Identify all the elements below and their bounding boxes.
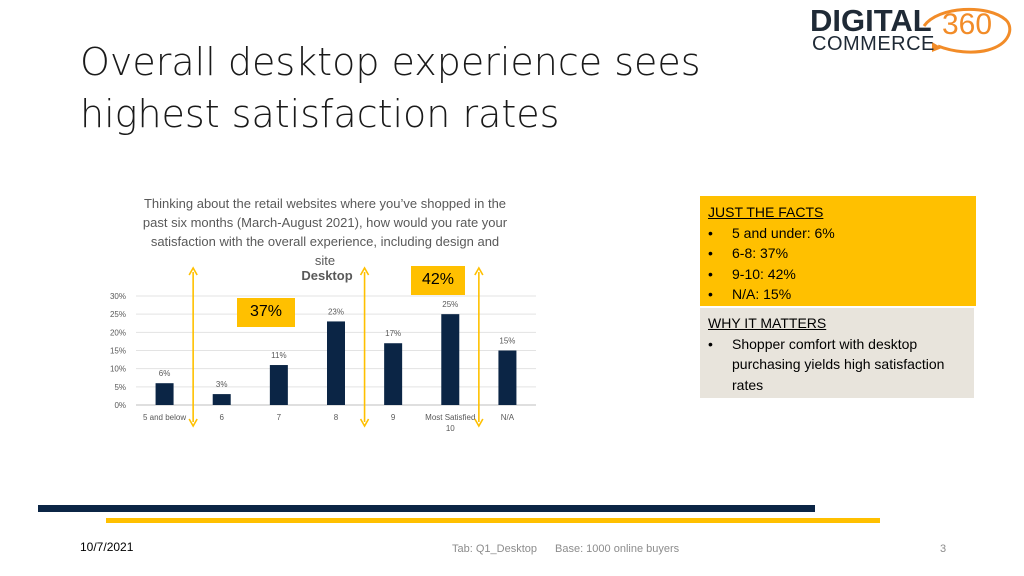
y-tick-label: 20% [110, 328, 126, 337]
callout-9-10-total: 42% [411, 266, 465, 295]
data-label: 3% [216, 380, 228, 389]
why-it-matters-box: WHY IT MATTERS Shopper comfort with desk… [700, 308, 974, 398]
bar [269, 365, 288, 405]
footer-tab: Tab: Q1_Desktop [452, 543, 537, 555]
footer-date: 10/7/2021 [80, 540, 134, 554]
x-tick-label: 6 [219, 413, 224, 422]
facts-heading: JUST THE FACTS [708, 204, 824, 220]
bar [212, 394, 231, 405]
x-tick-label: 9 [391, 413, 396, 422]
bar [155, 383, 174, 405]
y-tick-label: 5% [114, 383, 126, 392]
bar [498, 350, 517, 405]
slide-title-line-2: highest satisfaction rates [80, 92, 560, 136]
x-tick-label: 5 and below [143, 413, 186, 422]
data-label: 17% [385, 329, 401, 338]
logo-swoosh-icon [922, 7, 1012, 54]
facts-item: 6-8: 37% [708, 243, 968, 264]
bracket-arrow-up [474, 266, 484, 276]
matters-item: Shopper comfort with desktop purchasing … [708, 334, 966, 396]
logo-number-360: 360 [942, 8, 993, 41]
y-tick-label: 25% [110, 310, 126, 319]
bar [441, 314, 460, 405]
bracket-arrow-down [474, 418, 484, 428]
chart-subtitle: Desktop [301, 268, 353, 283]
y-tick-label: 10% [110, 365, 126, 374]
bracket-arrow-up [188, 266, 198, 276]
matters-heading: WHY IT MATTERS [708, 315, 827, 331]
logo-word-digital: DIGITAL [810, 3, 932, 38]
just-the-facts-box: JUST THE FACTS 5 and under: 6% 6-8: 37% … [700, 196, 976, 306]
footer-gold-rule [106, 518, 880, 523]
y-tick-label: 30% [110, 292, 126, 301]
bracket-arrow-down [359, 418, 370, 428]
bracket-arrow-up [359, 266, 370, 276]
facts-item: 5 and under: 6% [708, 223, 968, 244]
facts-item: N/A: 15% [708, 284, 968, 305]
bracket-arrow-down [188, 418, 198, 428]
callout-6-8-total: 37% [237, 298, 295, 327]
x-tick-label: Most Satisfied [425, 413, 475, 422]
footer-navy-rule [38, 505, 815, 512]
data-label: 11% [271, 351, 286, 360]
data-label: 23% [328, 307, 344, 316]
data-label: 25% [442, 300, 458, 309]
y-tick-label: 0% [114, 401, 126, 410]
bar [327, 321, 345, 405]
data-label: 15% [499, 337, 515, 346]
footer-base: Base: 1000 online buyers [555, 543, 680, 555]
chart-title: Thinking about the retail websites where… [142, 196, 508, 268]
bar [384, 343, 403, 405]
slide-title-line-1: Overall desktop experience sees [80, 40, 701, 84]
data-label: 6% [159, 369, 171, 378]
slide-title: Overall desktop experience sees highest … [80, 36, 720, 140]
x-tick-label: 7 [277, 413, 282, 422]
x-tick-label: 10 [446, 424, 455, 433]
facts-item: 9-10: 42% [708, 264, 968, 285]
logo-word-commerce: COMMERCE [812, 33, 935, 55]
y-tick-label: 15% [110, 347, 126, 356]
digital-commerce-360-logo: DIGITAL COMMERCE 360 [810, 3, 1012, 55]
x-tick-label: N/A [501, 413, 515, 422]
x-tick-label: 8 [334, 413, 339, 422]
footer-page-number: 3 [940, 543, 947, 555]
